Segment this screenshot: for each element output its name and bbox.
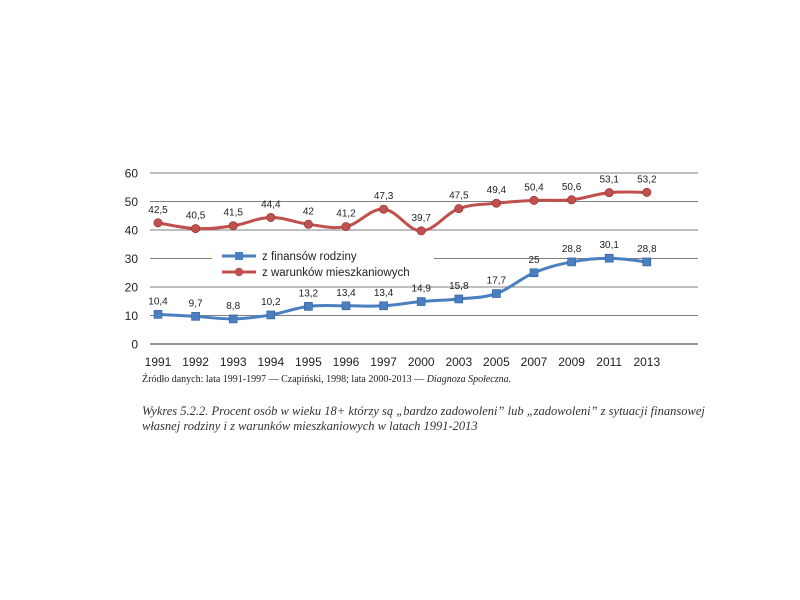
data-point [642, 257, 652, 267]
x-tick-label: 1991 [145, 355, 172, 369]
series-finanse: 10,4 9,7 8,8 10,2 13,2 13,4 13,4 14,9 15,8 17,7 25… [148, 240, 657, 324]
y-tick-label: 50 [125, 195, 139, 209]
data-point [228, 221, 238, 231]
data-label: 13,4 [374, 288, 394, 299]
legend-box [212, 245, 434, 283]
data-point [604, 188, 614, 198]
data-point [266, 310, 276, 320]
data-point [567, 257, 576, 267]
data-label: 39,7 [411, 213, 431, 224]
y-tick-label: 0 [131, 338, 138, 352]
legend-marker [235, 252, 243, 260]
data-label: 10,2 [261, 297, 281, 308]
series-warunki: 42,5 40,5 41,5 44,4 42 41,2 47,3 39,7 47,5 49,4 50… [148, 174, 657, 236]
data-point [341, 222, 351, 232]
y-tick-label: 30 [125, 252, 139, 266]
data-point [416, 297, 426, 306]
data-label: 53,2 [637, 174, 657, 185]
x-tick-label: 2007 [521, 355, 548, 369]
x-tick-label: 1993 [220, 355, 247, 369]
source-note: Źródło danych: lata 1991-1997 — Czapińsk… [142, 374, 762, 385]
x-tick-label: 2000 [408, 355, 435, 369]
data-label: 42 [303, 206, 315, 217]
source-italic: Diagnoza Społeczna. [426, 374, 512, 385]
data-point [567, 195, 577, 205]
data-label: 47,5 [449, 191, 469, 202]
data-label: 28,8 [562, 244, 582, 255]
legend-label: z warunków mieszkaniowych [262, 267, 410, 279]
data-label: 49,4 [487, 185, 507, 196]
data-label: 28,8 [637, 244, 657, 255]
x-tick-label: 1995 [295, 355, 322, 369]
x-tick-label: 2009 [558, 355, 585, 369]
data-point [153, 218, 163, 228]
y-tick-label: 20 [125, 281, 139, 295]
data-label: 25 [528, 255, 540, 266]
data-label: 13,2 [299, 288, 319, 299]
x-tick-label: 1997 [370, 355, 397, 369]
data-point [604, 253, 614, 263]
x-tick-label: 1994 [257, 355, 284, 369]
x-tick-label: 1996 [333, 355, 360, 369]
data-point [191, 224, 201, 234]
data-label: 42,5 [148, 205, 168, 216]
legend-marker [234, 267, 244, 277]
x-tick-label: 1992 [182, 355, 209, 369]
y-tick-label: 60 [125, 167, 139, 181]
data-point [379, 301, 388, 311]
x-axis: 1991 1992 1993 1994 1995 1996 1997 2000 2003 2005… [145, 355, 661, 369]
data-label: 50,4 [524, 182, 544, 193]
series-layer: 10,4 9,7 8,8 10,2 13,2 13,4 13,4 14,9 15,8 17,7 25… [148, 174, 657, 324]
data-point [416, 226, 426, 236]
figure-caption: Wykres 5.2.2. Procent osób w wieku 18+ k… [142, 404, 705, 433]
data-point [529, 195, 539, 205]
data-label: 44,4 [261, 199, 281, 210]
data-label: 13,4 [336, 288, 356, 299]
data-label: 30,1 [599, 240, 619, 251]
data-point [153, 310, 163, 319]
data-label: 8,8 [226, 301, 240, 312]
data-point [191, 312, 200, 321]
data-point [492, 289, 501, 298]
data-point [454, 294, 464, 304]
y-axis: 0 10 20 30 40 50 60 [125, 167, 139, 352]
x-tick-label: 2005 [483, 355, 510, 369]
x-tick-label: 2011 [596, 355, 622, 369]
data-label: 50,6 [562, 182, 582, 193]
data-point [266, 212, 276, 222]
data-point [341, 301, 351, 311]
data-label: 53,1 [599, 175, 619, 186]
data-point [379, 204, 389, 214]
data-label: 14,9 [411, 284, 431, 295]
legend-label: z finansów rodziny [262, 251, 357, 263]
data-point [529, 268, 539, 278]
data-point [642, 187, 652, 197]
legend: z finansów rodziny z warunków mieszkaniow… [212, 245, 434, 283]
data-label: 41,2 [336, 209, 356, 220]
data-label: 40,5 [186, 211, 206, 222]
y-tick-label: 10 [125, 309, 139, 323]
y-tick-label: 40 [125, 224, 139, 238]
x-tick-label: 2003 [445, 355, 472, 369]
x-tick-label: 2013 [633, 355, 660, 369]
data-point [228, 314, 238, 324]
data-label: 41,5 [223, 208, 243, 219]
data-label: 17,7 [487, 276, 507, 287]
data-point [491, 198, 501, 208]
data-point [454, 204, 464, 214]
data-label: 10,4 [148, 296, 168, 307]
data-label: 9,7 [189, 298, 203, 309]
data-point [304, 302, 313, 311]
source-text: Źródło danych: lata 1991-1997 — Czapińsk… [142, 374, 427, 385]
data-label: 15,8 [449, 281, 469, 292]
data-point [303, 219, 313, 229]
data-label: 47,3 [374, 191, 394, 202]
